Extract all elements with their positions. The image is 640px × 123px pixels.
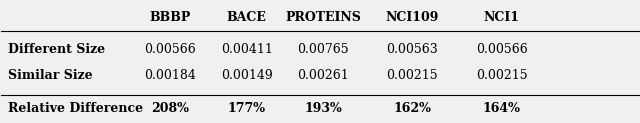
Text: NCI1: NCI1 (484, 11, 520, 23)
Text: 0.00215: 0.00215 (476, 69, 527, 82)
Text: 0.00411: 0.00411 (221, 43, 273, 56)
Text: BACE: BACE (227, 11, 267, 23)
Text: 0.00261: 0.00261 (298, 69, 349, 82)
Text: 0.00566: 0.00566 (476, 43, 527, 56)
Text: 208%: 208% (151, 102, 189, 115)
Text: 162%: 162% (394, 102, 431, 115)
Text: 177%: 177% (228, 102, 266, 115)
Text: NCI109: NCI109 (386, 11, 439, 23)
Text: Similar Size: Similar Size (8, 69, 92, 82)
Text: 0.00149: 0.00149 (221, 69, 273, 82)
Text: BBBP: BBBP (150, 11, 191, 23)
Text: PROTEINS: PROTEINS (285, 11, 361, 23)
Text: Relative Difference: Relative Difference (8, 102, 143, 115)
Text: 164%: 164% (483, 102, 520, 115)
Text: 0.00566: 0.00566 (145, 43, 196, 56)
Text: 0.00765: 0.00765 (298, 43, 349, 56)
Text: 0.00215: 0.00215 (387, 69, 438, 82)
Text: 0.00184: 0.00184 (144, 69, 196, 82)
Text: 193%: 193% (304, 102, 342, 115)
Text: Different Size: Different Size (8, 43, 105, 56)
Text: 0.00563: 0.00563 (387, 43, 438, 56)
